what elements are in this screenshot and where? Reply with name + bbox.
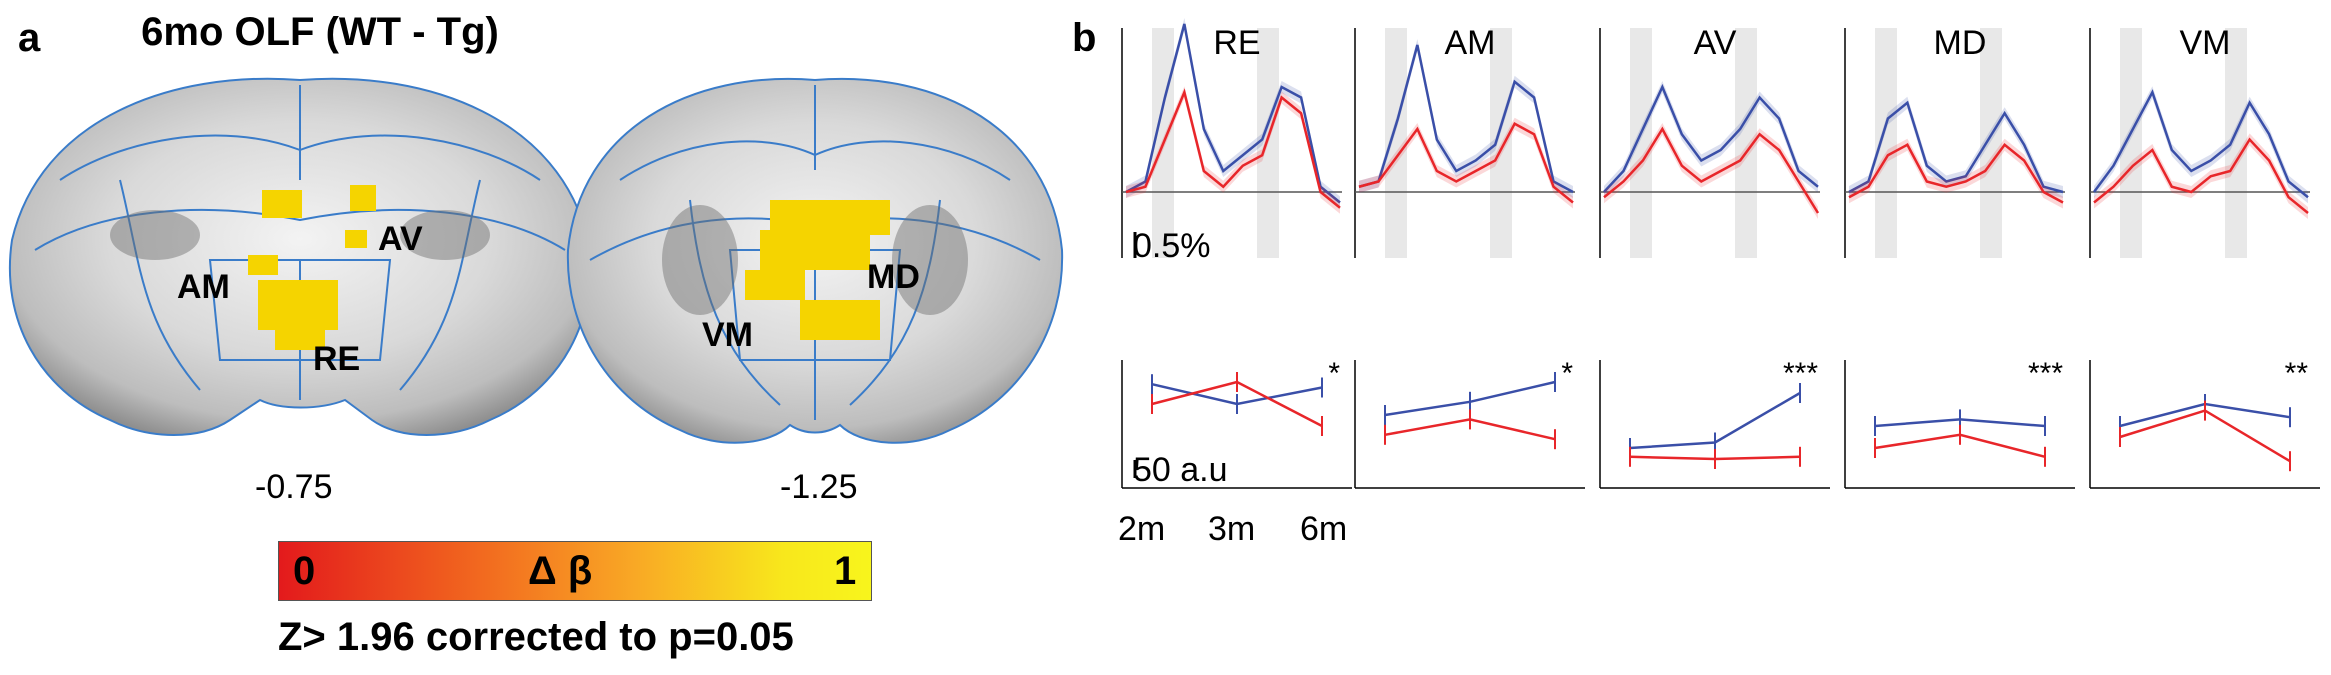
ts-stim-block-2-MD bbox=[1980, 28, 2002, 258]
ts-stim-block-1-VM bbox=[2120, 28, 2142, 258]
ts-line-MD-0 bbox=[1848, 100, 2064, 194]
x-tick-3m: 3m bbox=[1208, 510, 1256, 548]
ts-title-AV: AV bbox=[1694, 24, 1737, 62]
significance-MD: *** bbox=[2028, 357, 2063, 390]
top-scale-label: 0.5% bbox=[1133, 227, 1211, 265]
region-label-re: RE bbox=[313, 340, 361, 378]
ts-stim-block-2-VM bbox=[2225, 28, 2247, 258]
colorbar bbox=[278, 541, 872, 601]
ts-band-VM-0 bbox=[2094, 86, 2308, 204]
ts-line-VM-1 bbox=[2093, 137, 2309, 214]
ts-line-AM-0 bbox=[1358, 44, 1574, 194]
region-label-md: MD bbox=[867, 258, 920, 296]
slice-coordinate-2: -1.25 bbox=[780, 468, 858, 506]
colorbar-min-label: 0 bbox=[293, 549, 316, 593]
panel-letter-a: a bbox=[18, 16, 41, 60]
brain-slice-1 bbox=[8, 77, 592, 436]
ts-title-MD: MD bbox=[1934, 24, 1987, 62]
slice-coordinate-1: -0.75 bbox=[255, 468, 333, 506]
region-label-vm: VM bbox=[702, 316, 753, 354]
ts-stim-block-2-AM bbox=[1490, 28, 1512, 258]
ts-line-AM-1 bbox=[1358, 122, 1574, 204]
ts-line-AV-0 bbox=[1603, 83, 1819, 193]
panel-letter-b: b bbox=[1072, 16, 1097, 60]
activation-cluster-2 bbox=[745, 200, 890, 340]
ts-band-AM-1 bbox=[1359, 117, 1573, 209]
ts-stim-block-2-AV bbox=[1735, 28, 1757, 258]
colorbar-max-label: 1 bbox=[834, 549, 857, 593]
ts-line-VM-0 bbox=[2092, 89, 2309, 199]
panel-a-title: 6mo OLF (WT - Tg) bbox=[141, 10, 499, 54]
ts-line-RE-0 bbox=[1125, 23, 1341, 204]
significance-AM: * bbox=[1561, 357, 1573, 390]
panel-b-charts: RE AM AV MD VM* * *** *** ** bbox=[1121, 18, 2320, 489]
ts-stim-block-2-RE bbox=[1257, 28, 1279, 258]
activation-cluster-1 bbox=[248, 185, 376, 350]
region-label-am: AM bbox=[177, 268, 230, 306]
x-tick-6m: 6m bbox=[1300, 510, 1348, 548]
colorbar-quantity-label: Δ β bbox=[528, 549, 593, 593]
ts-line-AV-1 bbox=[1603, 126, 1820, 214]
ts-line-MD-1 bbox=[1848, 142, 2064, 204]
bottom-scale-label: 50 a.u bbox=[1133, 451, 1228, 489]
ts-title-AM: AM bbox=[1445, 24, 1496, 62]
ts-line-RE-1 bbox=[1125, 88, 1341, 209]
ts-title-RE: RE bbox=[1213, 24, 1260, 62]
ts-stim-block-1-MD bbox=[1875, 28, 1897, 258]
significance-RE: * bbox=[1328, 357, 1340, 390]
ts-band-AV-1 bbox=[1604, 123, 1818, 219]
threshold-caption: Z> 1.96 corrected to p=0.05 bbox=[278, 615, 794, 659]
ts-stim-block-1-AM bbox=[1385, 28, 1407, 258]
brain-slice-2 bbox=[566, 78, 1064, 444]
region-label-av: AV bbox=[378, 220, 423, 258]
x-tick-2m: 2m bbox=[1118, 510, 1166, 548]
brain-slices bbox=[8, 77, 1064, 444]
ts-title-VM: VM bbox=[2180, 24, 2231, 62]
ts-stim-block-1-AV bbox=[1630, 28, 1652, 258]
significance-VM: ** bbox=[2285, 357, 2309, 390]
